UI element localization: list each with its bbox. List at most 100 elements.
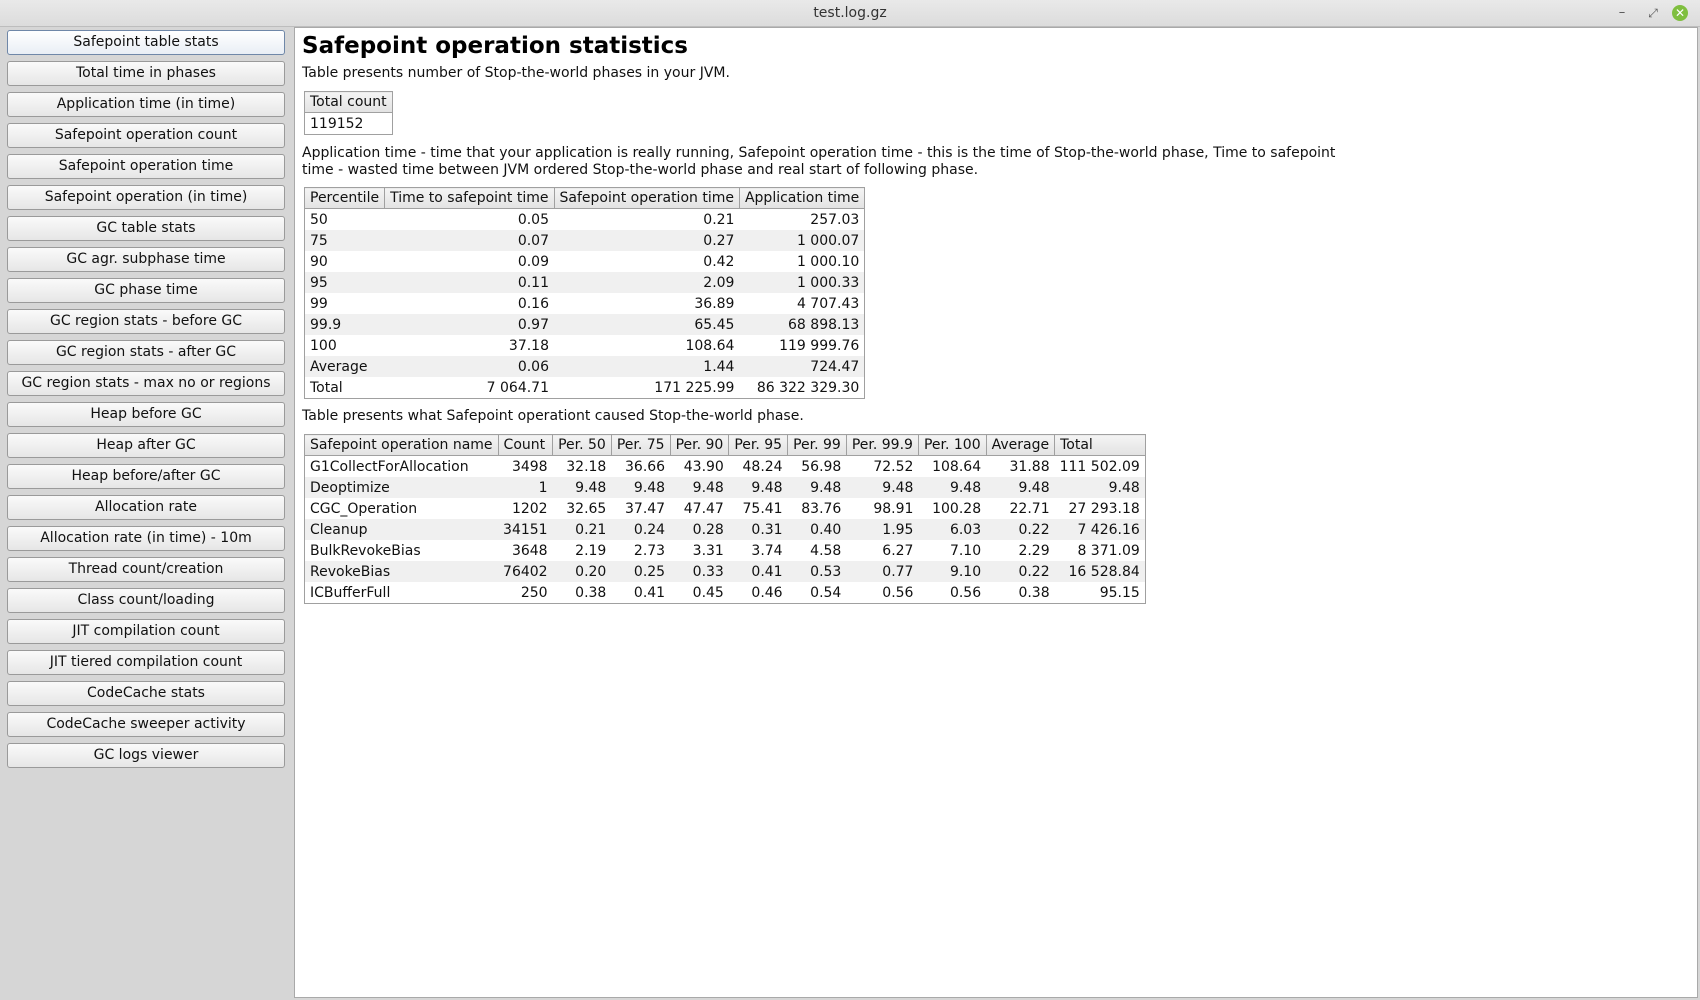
table-header[interactable]: Per. 95 <box>728 434 789 456</box>
table-cell: 0.46 <box>751 584 783 601</box>
table-cell: 0.97 <box>384 314 554 335</box>
table-cell: 0.25 <box>611 561 671 582</box>
sidebar-button-jit-tiered-compilation-count[interactable]: JIT tiered compilation count <box>7 650 285 675</box>
maximize-icon[interactable]: ⤢ <box>1648 6 1658 20</box>
sidebar-button-class-count-loading[interactable]: Class count/loading <box>7 588 285 613</box>
sidebar-button-gc-region-stats-after-gc[interactable]: GC region stats - after GC <box>7 340 285 365</box>
table-cell: 9.48 <box>846 477 919 498</box>
table-cell: 0.21 <box>703 211 735 228</box>
table-cell: 250 <box>520 584 548 601</box>
sidebar-button-heap-before-after-gc[interactable]: Heap before/after GC <box>7 464 285 489</box>
sidebar-button-codecache-sweeper-activity[interactable]: CodeCache sweeper activity <box>7 712 285 737</box>
table-header[interactable]: Count <box>497 434 554 456</box>
table-cell: RevokeBias <box>304 561 499 582</box>
table-cell: 4 707.43 <box>796 295 860 312</box>
table-cell: 76402 <box>498 561 553 582</box>
table-cell: 22.71 <box>1009 500 1050 517</box>
sidebar-button-allocation-rate[interactable]: Allocation rate <box>7 495 285 520</box>
table-row: G1CollectForAllocation 3498 32.18 36.66 43.9… <box>305 456 1146 478</box>
table-row: Deoptimize 1 9.48 9.48 9.48 9.48 9.48 9.48 9.48 9… <box>304 477 1146 498</box>
sidebar-button-codecache-stats[interactable]: CodeCache stats <box>7 681 285 706</box>
percentile-table: Percentile Time to safepoint time Safepoin… <box>303 187 866 399</box>
table-cell: 0.27 <box>554 230 740 251</box>
table-header[interactable]: Safepoint operation time <box>553 187 740 209</box>
sidebar-button-safepoint-operation-time[interactable]: Safepoint operation time <box>7 154 285 179</box>
table-header[interactable]: Time to safepoint time <box>384 187 555 209</box>
table-cell: 9.48 <box>986 477 1055 498</box>
sidebar-button-application-time-in-time[interactable]: Application time (in time) <box>7 92 285 117</box>
table-cell: 48.24 <box>742 458 783 475</box>
sidebar-button-thread-count-creation[interactable]: Thread count/creation <box>7 557 285 582</box>
table-header[interactable]: Application time <box>738 187 866 209</box>
table-row: Total 7 064.71 171 225.99 86 322 329.30 <box>305 377 865 399</box>
sidebar-button-jit-compilation-count[interactable]: JIT compilation count <box>7 619 285 644</box>
table-row: BulkRevokeBias 3648 2.19 2.73 3.31 3.74 4.58 6.… <box>305 540 1146 561</box>
table-cell: 99.9 <box>304 314 385 335</box>
table-header[interactable]: Per. 50 <box>552 434 612 456</box>
title-bar: test.log.gz – ⤢ ✕ <box>0 0 1700 27</box>
table-cell: 6.03 <box>918 519 987 540</box>
table-header[interactable]: Per. 99 <box>787 434 847 456</box>
table-header[interactable]: Per. 99.9 <box>845 434 919 456</box>
table-cell: 0.77 <box>846 561 919 582</box>
table-header[interactable]: Per. 75 <box>610 434 671 456</box>
table-cell: 95 <box>304 272 385 293</box>
table-cell: 56.98 <box>801 458 842 475</box>
operations-table: Safepoint operation name Count Per. 50 Per.… <box>304 434 1146 604</box>
table-cell: 0.38 <box>575 584 607 601</box>
table-cell: Cleanup <box>304 519 499 540</box>
sidebar-button-heap-after-gc[interactable]: Heap after GC <box>7 433 285 458</box>
sidebar-button-gc-phase-time[interactable]: GC phase time <box>7 278 285 303</box>
sidebar-button-total-time-in-phases[interactable]: Total time in phases <box>7 61 285 86</box>
table-cell: 1 <box>498 477 553 498</box>
sidebar-button-safepoint-table-stats[interactable]: Safepoint table stats <box>7 30 285 55</box>
table-header[interactable]: Average <box>985 434 1056 456</box>
sidebar-button-gc-agr-subphase-time[interactable]: GC agr. subphase time <box>7 247 285 272</box>
sidebar-button-safepoint-operation-count[interactable]: Safepoint operation count <box>7 123 285 148</box>
table-cell: 0.54 <box>810 584 842 601</box>
sidebar-button-gc-region-stats-before-gc[interactable]: GC region stats - before GC <box>7 309 285 334</box>
table-header[interactable]: Percentile <box>303 187 386 209</box>
table-cell: 75.41 <box>742 500 783 517</box>
sidebar-button-safepoint-operation-in-time[interactable]: Safepoint operation (in time) <box>7 185 285 210</box>
sidebar-button-gc-logs-viewer[interactable]: GC logs viewer <box>7 743 285 768</box>
table-header: Total count <box>304 91 393 113</box>
table-header[interactable]: Safepoint operation name <box>304 434 499 456</box>
minimize-icon[interactable]: – <box>1618 5 1626 20</box>
close-icon[interactable]: ✕ <box>1672 5 1688 21</box>
table-cell: 86 322 329.30 <box>756 379 860 396</box>
table-cell: 68 898.13 <box>739 314 865 335</box>
table-cell: 0.05 <box>517 211 549 228</box>
table-row: 50 0.05 0.21 257.03 <box>305 209 865 231</box>
sidebar-button-gc-region-stats-max-no-or-regions[interactable]: GC region stats - max no or regions <box>7 371 285 396</box>
table-cell: 0.31 <box>728 519 788 540</box>
table-cell: 27 293.18 <box>1068 500 1140 517</box>
sidebar-button-gc-table-stats[interactable]: GC table stats <box>7 216 285 241</box>
table-row: Average 0.06 1.44 724.47 <box>304 356 865 377</box>
table-cell: 9.10 <box>918 561 987 582</box>
table-cell: 2.73 <box>633 542 666 559</box>
page-title: Safepoint operation statistics <box>302 33 688 59</box>
table-cell: 108.64 <box>932 458 982 475</box>
table-header[interactable]: Total <box>1054 434 1146 456</box>
table-cell: 1.95 <box>846 519 919 540</box>
table-cell: 0.20 <box>552 561 612 582</box>
table-cell: 9.48 <box>552 477 612 498</box>
table-cell: 119 999.76 <box>779 337 860 354</box>
table-row: 90 0.09 0.42 1 000.10 <box>305 251 865 272</box>
table-cell: 108.64 <box>685 337 735 354</box>
table-cell: 1202 <box>511 500 548 517</box>
table-cell: 3.31 <box>692 542 724 559</box>
table-row: 95 0.11 2.09 1 000.33 <box>304 272 865 293</box>
table-header[interactable]: Per. 90 <box>669 434 730 456</box>
table-cell: 100 <box>310 337 337 354</box>
sidebar-button-heap-before-gc[interactable]: Heap before GC <box>7 402 285 427</box>
table-row: Cleanup 34151 0.21 0.24 0.28 0.31 0.40 1.95 6.03… <box>304 519 1146 540</box>
table-cell: 7 064.71 <box>486 379 549 396</box>
table-header[interactable]: Per. 100 <box>917 434 987 456</box>
table-cell: 3498 <box>511 458 548 475</box>
table-cell: 36.89 <box>694 295 735 312</box>
intro-text: Table presents number of Stop-the-world … <box>302 65 730 81</box>
table-cell: BulkRevokeBias <box>310 542 421 559</box>
sidebar-button-allocation-rate-in-time-10m[interactable]: Allocation rate (in time) - 10m <box>7 526 285 551</box>
